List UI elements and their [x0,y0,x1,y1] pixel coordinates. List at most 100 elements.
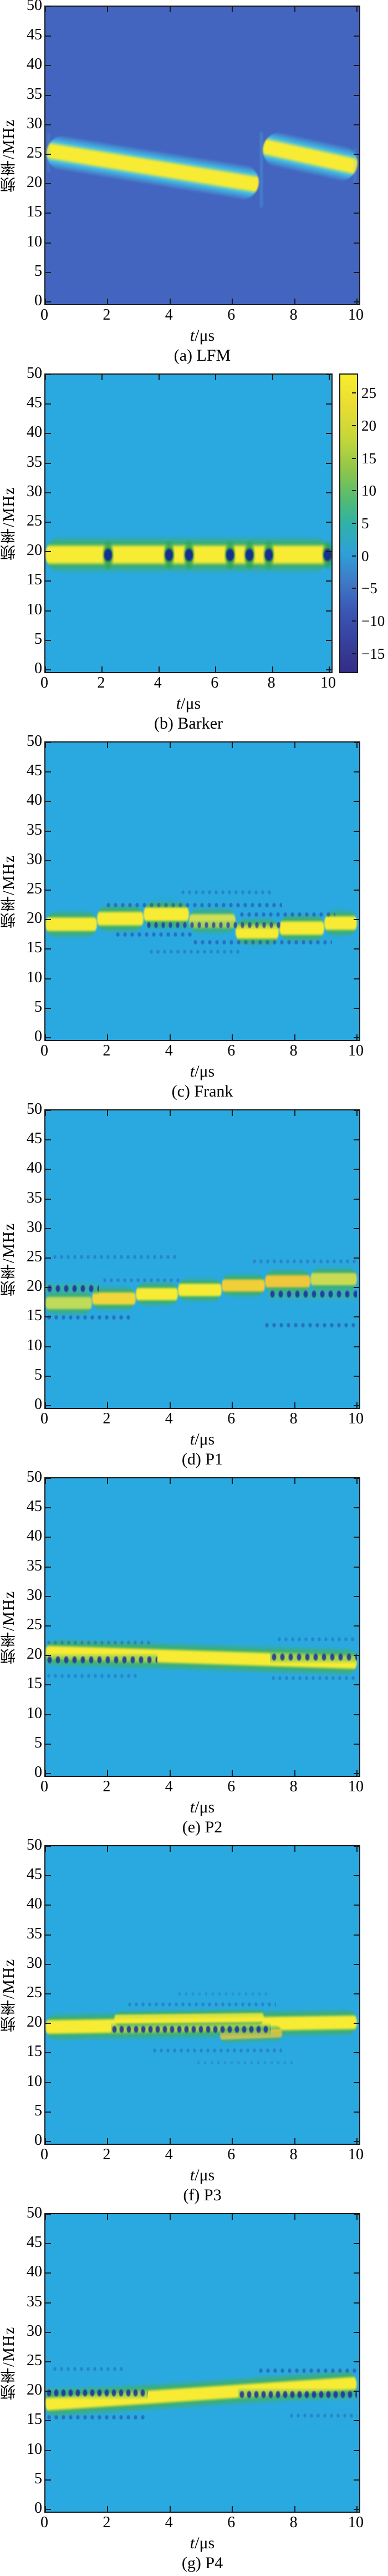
x-tick-mark [356,743,358,748]
colorbar-tick-label: 10 [361,482,376,499]
y-tick-mark [45,2331,51,2333]
sidelobe-dots-row [148,948,242,955]
x-tick-mark [45,1110,46,1116]
y-tick-mark [354,1714,359,1715]
x-tick-mark [232,1770,233,1776]
y-tick-mark [326,522,331,523]
y-tick-mark [45,801,51,802]
y-tick-mark [326,403,331,405]
colorbar-tick-label: −15 [361,645,385,662]
y-tick-label: 5 [34,262,42,280]
y-tick-label: 25 [27,880,42,897]
x-tick-mark [158,666,160,672]
y-tick-mark [45,2302,51,2304]
sidelobe-dots-row [145,919,281,931]
x-tick-mark [232,1402,233,1408]
y-tick-mark [45,1934,51,1936]
y-tick-label: 35 [27,453,42,471]
x-tick-mark [107,1110,109,1116]
y-tick-label: 30 [27,482,42,500]
y-tick-label: 50 [27,1468,42,1486]
y-tick-mark [354,124,359,125]
colorbar-tick-label: 0 [361,547,369,564]
colorbar-tick-label: −5 [361,580,377,597]
y-tick-mark [354,2479,359,2481]
x-tick-mark [294,2138,295,2144]
x-tick-mark [169,1478,171,1484]
y-tick-label: 35 [27,85,42,103]
x-tick-label: 6 [227,1410,236,1427]
figure-caption: (a) LFM [173,346,231,365]
y-tick-mark [45,2214,51,2215]
x-tick-label: 4 [165,306,173,324]
x-tick-mark [232,1478,233,1484]
y-tick-label: 40 [27,791,42,809]
y-tick-mark [45,2243,51,2245]
x-tick-mark [272,666,273,672]
y-tick-mark [45,1993,51,1994]
y-tick-label: 0 [34,1764,42,1781]
sidelobe-dots-row [268,1287,357,1302]
barker-phase-notch [94,531,122,579]
signal-band [135,1280,178,1307]
y-axis-label: 频率/MHz [1,1590,18,1664]
x-tick-mark [45,7,46,12]
y-tick-mark [45,1257,51,1259]
y-tick-label: 35 [27,1557,42,1574]
x-tick-mark [294,1478,295,1484]
y-tick-mark [45,1110,51,1111]
y-tick-mark [45,433,51,435]
y-tick-mark [45,1875,51,1877]
y-tick-mark [354,1287,359,1289]
y-tick-label: 10 [27,233,42,250]
y-tick-mark [354,242,359,244]
x-tick-label: 8 [289,1042,298,1059]
x-tick-label: 6 [227,2146,236,2163]
y-tick-mark [354,1478,359,1479]
y-tick-mark [354,2052,359,2054]
y-tick-mark [45,1037,51,1038]
figure-p4: 频率/MHz t/μs (g) P4 0 2 4 6 8 10 0 5 10 15 20 25 30 35… [0,2204,388,2576]
figure-p3: 频率/MHz t/μs (f) P3 0 2 4 6 8 10 0 5 10 15 20 25 30 35… [0,1836,388,2208]
y-tick-mark [326,433,331,435]
x-tick-label: 8 [289,1778,298,1795]
figure-frank: 频率/MHz t/μs (c) Frank 0 2 4 6 8 10 0 5 10 15 20 25 3… [0,733,388,1104]
x-tick-mark [169,1110,171,1116]
y-tick-mark [354,2023,359,2024]
y-tick-mark [45,771,51,773]
y-tick-label: 50 [27,2204,42,2221]
y-tick-mark [45,301,51,302]
y-tick-label: 45 [27,1130,42,1148]
y-tick-mark [45,580,51,582]
x-tick-label: 4 [154,674,162,691]
y-tick-label: 10 [27,600,42,618]
y-tick-mark [45,1007,51,1009]
x-tick-label: 0 [40,1778,48,1795]
y-tick-mark [354,2302,359,2304]
x-tick-mark [232,1846,233,1852]
y-tick-mark [45,403,51,405]
barker-phase-notch [255,531,283,579]
colorbar-tick-label: 20 [361,417,376,434]
x-tick-mark [107,1846,109,1852]
x-tick-label: 8 [289,306,298,324]
y-tick-label: 20 [27,174,42,191]
y-tick-label: 5 [34,1734,42,1751]
y-tick-mark [45,2023,51,2024]
x-tick-label: 6 [227,2514,236,2531]
y-tick-mark [45,2420,51,2422]
y-tick-mark [45,551,51,553]
y-tick-label: 25 [27,2352,42,2369]
y-tick-label: 5 [34,2469,42,2487]
signal-band [45,910,97,940]
y-tick-mark [45,919,51,921]
y-tick-mark [354,1346,359,1347]
x-tick-mark [232,2214,233,2220]
x-tick-label: 10 [348,1042,364,1059]
y-tick-mark [354,919,359,921]
figure-caption: (d) P1 [181,1450,223,1468]
sidelobe-dots-row [114,930,192,938]
x-tick-label: 2 [103,2146,111,2163]
y-tick-mark [354,830,359,832]
y-tick-label: 25 [27,1248,42,1265]
